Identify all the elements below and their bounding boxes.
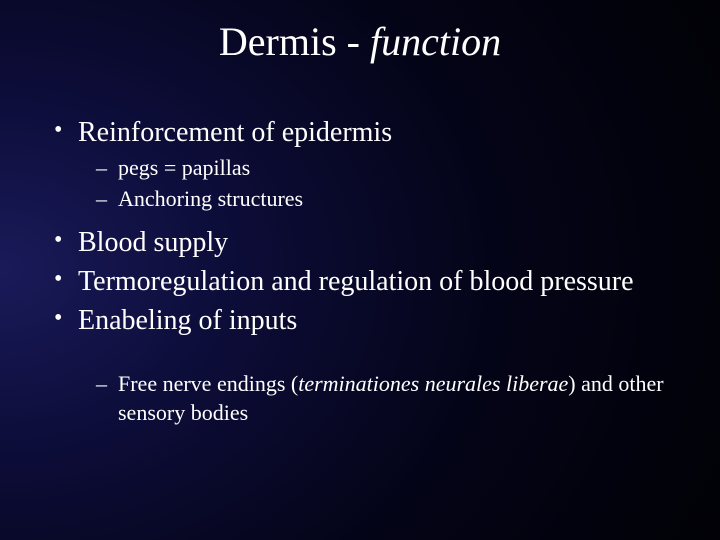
bullet-item: Enabeling of inputs Free nerve endings (… xyxy=(40,303,680,427)
spacer xyxy=(78,338,680,366)
bullet-list: Reinforcement of epidermis pegs = papill… xyxy=(40,115,680,427)
bullet-item: Reinforcement of epidermis pegs = papill… xyxy=(40,115,680,213)
bullet-item: Blood supply xyxy=(40,225,680,260)
bullet-text: Termoregulation and regulation of blood … xyxy=(78,266,634,297)
sub-item: Free nerve endings (terminationes neural… xyxy=(78,370,680,427)
sub-text-pre: Free nerve endings ( xyxy=(118,371,298,396)
title-plain: Dermis - xyxy=(219,19,370,64)
sub-text-italic: terminationes neurales liberae xyxy=(298,371,568,396)
title-italic: function xyxy=(370,19,501,64)
sub-list: pegs = papillas Anchoring structures xyxy=(78,154,680,213)
sub-text: pegs = papillas xyxy=(118,155,250,180)
sub-item: Anchoring structures xyxy=(78,185,680,214)
sub-text: Anchoring structures xyxy=(118,186,303,211)
sub-list: Free nerve endings (terminationes neural… xyxy=(78,370,680,427)
bullet-text: Enabeling of inputs xyxy=(78,305,297,336)
bullet-text: Reinforcement of epidermis xyxy=(78,117,392,148)
sub-item: pegs = papillas xyxy=(78,154,680,183)
slide: Dermis - function Reinforcement of epide… xyxy=(0,0,720,540)
slide-title: Dermis - function xyxy=(40,18,680,65)
bullet-text: Blood supply xyxy=(78,227,228,258)
bullet-item: Termoregulation and regulation of blood … xyxy=(40,264,680,299)
